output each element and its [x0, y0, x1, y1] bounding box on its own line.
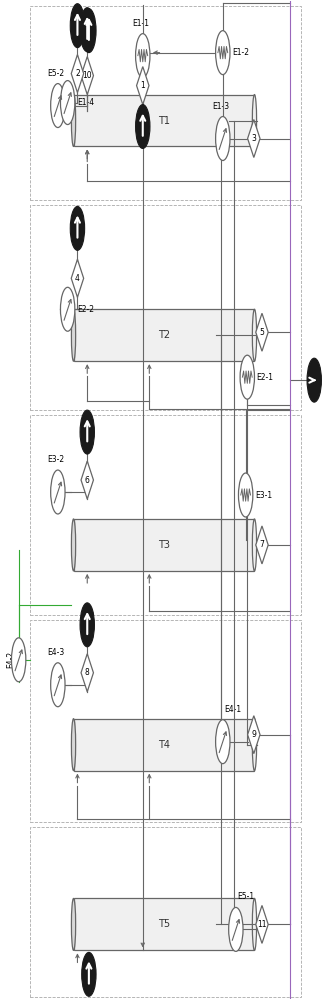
Circle shape — [80, 410, 94, 454]
Bar — [30, 620, 301, 822]
Circle shape — [215, 720, 230, 764]
Text: T1: T1 — [158, 116, 170, 126]
Polygon shape — [81, 57, 93, 95]
Polygon shape — [248, 120, 260, 157]
Text: E5-2: E5-2 — [48, 69, 65, 78]
Text: 9: 9 — [251, 730, 256, 739]
Ellipse shape — [72, 95, 76, 146]
Text: E1-2: E1-2 — [232, 48, 249, 57]
Polygon shape — [136, 67, 149, 105]
Text: 10: 10 — [82, 71, 92, 80]
Ellipse shape — [252, 519, 256, 571]
Ellipse shape — [72, 309, 76, 361]
Polygon shape — [256, 526, 268, 564]
Ellipse shape — [252, 95, 256, 146]
Circle shape — [82, 952, 96, 996]
Text: E4-2: E4-2 — [6, 651, 15, 668]
Polygon shape — [256, 313, 268, 351]
Text: 7: 7 — [259, 540, 264, 549]
Circle shape — [229, 907, 243, 951]
Bar — [73, 898, 255, 950]
Text: E2-1: E2-1 — [256, 373, 274, 382]
Circle shape — [215, 117, 230, 160]
Text: E1-3: E1-3 — [213, 102, 230, 111]
Bar — [30, 827, 301, 997]
Circle shape — [80, 8, 94, 52]
Circle shape — [11, 638, 26, 682]
Circle shape — [238, 473, 253, 517]
Text: 4: 4 — [75, 274, 80, 283]
Bar — [30, 6, 301, 200]
Ellipse shape — [72, 519, 76, 571]
Circle shape — [307, 358, 321, 402]
Text: T3: T3 — [158, 540, 170, 550]
Text: T5: T5 — [158, 919, 170, 929]
Text: E3-1: E3-1 — [255, 491, 272, 500]
Text: E4-3: E4-3 — [48, 648, 65, 657]
Bar — [73, 719, 255, 771]
Text: T2: T2 — [158, 330, 170, 340]
Bar — [30, 205, 301, 410]
Ellipse shape — [252, 309, 256, 361]
Bar — [30, 415, 301, 615]
Circle shape — [60, 81, 75, 125]
Text: E1-1: E1-1 — [133, 19, 150, 28]
Text: 6: 6 — [85, 476, 90, 485]
Polygon shape — [71, 259, 84, 297]
Polygon shape — [256, 905, 268, 943]
Bar — [73, 95, 255, 146]
Ellipse shape — [72, 719, 76, 771]
Text: 2: 2 — [75, 69, 80, 78]
Circle shape — [70, 206, 85, 250]
Bar — [73, 519, 255, 571]
Text: E2-2: E2-2 — [77, 305, 94, 314]
Circle shape — [80, 603, 94, 647]
Circle shape — [60, 287, 75, 331]
Text: E3-2: E3-2 — [48, 455, 65, 464]
Text: 11: 11 — [257, 920, 267, 929]
Text: 8: 8 — [85, 668, 90, 677]
Polygon shape — [71, 55, 84, 93]
Circle shape — [240, 355, 255, 399]
Ellipse shape — [72, 898, 76, 950]
Circle shape — [51, 663, 65, 707]
Circle shape — [82, 9, 96, 53]
Ellipse shape — [252, 719, 256, 771]
Text: E1-4: E1-4 — [77, 98, 94, 107]
Text: E4-1: E4-1 — [224, 705, 241, 714]
Text: T4: T4 — [158, 740, 170, 750]
Circle shape — [135, 34, 150, 78]
Polygon shape — [81, 654, 93, 692]
Text: E5-1: E5-1 — [237, 892, 255, 901]
Polygon shape — [248, 716, 260, 754]
Circle shape — [215, 31, 230, 75]
Circle shape — [51, 84, 65, 128]
Circle shape — [70, 4, 85, 48]
Text: 5: 5 — [259, 328, 264, 337]
Polygon shape — [81, 461, 93, 499]
Bar — [73, 309, 255, 361]
Text: 1: 1 — [140, 81, 145, 90]
Circle shape — [135, 105, 150, 148]
Circle shape — [51, 470, 65, 514]
Text: 3: 3 — [251, 134, 256, 143]
Ellipse shape — [252, 898, 256, 950]
